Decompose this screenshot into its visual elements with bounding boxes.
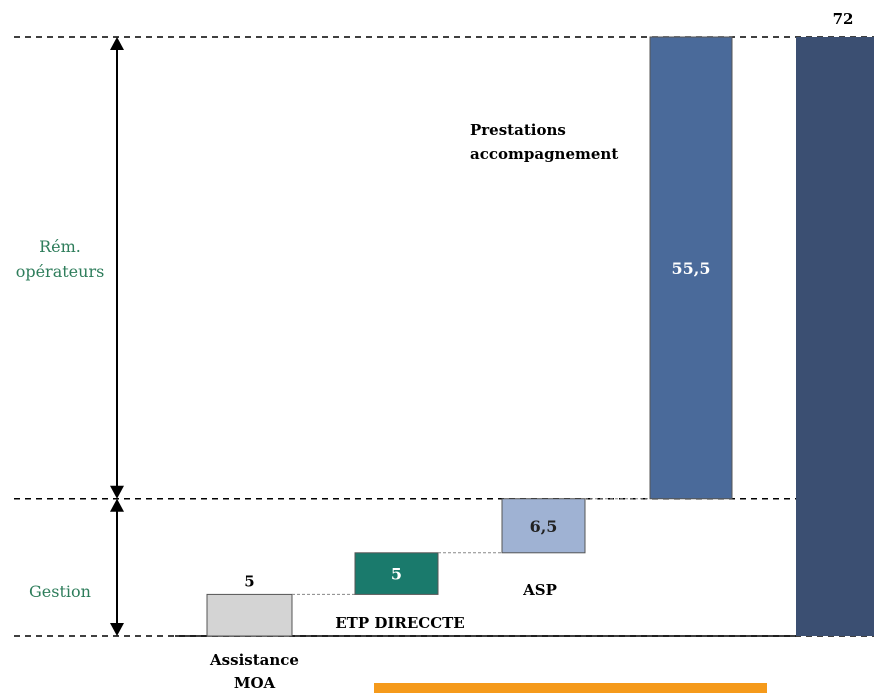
value-label: 55,5 <box>672 259 711 278</box>
bracket-label: opérateurs <box>16 262 105 281</box>
category-label: ASP <box>522 581 557 599</box>
bar-3 <box>501 498 586 554</box>
bracket-label: Gestion <box>29 582 91 601</box>
bar-4 <box>649 36 733 500</box>
category-label: accompagnement <box>470 145 618 163</box>
bracket-gestion-arrow-down <box>110 623 124 636</box>
category-label: Assistance <box>209 651 299 669</box>
bracket-operateurs-arrow-up <box>110 37 124 50</box>
bar-2 <box>354 552 439 595</box>
bracket-operateurs-arrow-down <box>110 485 124 499</box>
bracket-gestion-arrow-up <box>110 498 124 512</box>
category-label: MOA <box>234 674 276 692</box>
highlight-bar <box>374 683 767 693</box>
value-label: 5 <box>244 572 254 590</box>
category-label: ETP DIRECCTE <box>335 614 465 632</box>
bracket-label: Rém. <box>39 237 81 256</box>
bar-total <box>796 37 874 636</box>
value-label: 6,5 <box>530 517 558 536</box>
value-label: 72 <box>833 10 854 28</box>
value-label: 5 <box>391 565 402 584</box>
category-label: Prestations <box>470 121 566 139</box>
bar-1 <box>206 593 293 637</box>
